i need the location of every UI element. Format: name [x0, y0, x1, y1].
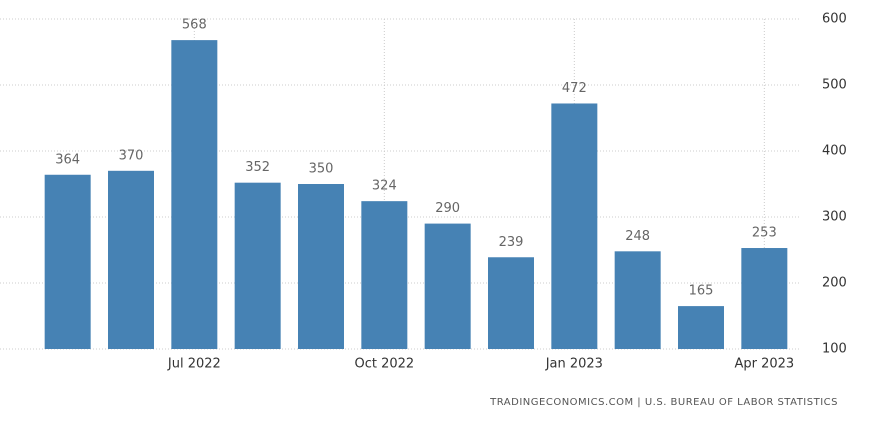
- value-label: 324: [372, 179, 397, 194]
- x-tick-label: Oct 2022: [354, 357, 414, 372]
- value-label: 568: [182, 18, 207, 33]
- bar: [551, 103, 598, 349]
- y-tick-label: 100: [822, 342, 847, 357]
- bar: [234, 182, 281, 349]
- bar: [614, 251, 661, 349]
- value-label: 472: [562, 81, 587, 96]
- bar: [171, 40, 218, 350]
- y-tick-label: 500: [822, 78, 847, 93]
- y-tick-label: 300: [822, 210, 847, 225]
- value-label: 350: [309, 162, 334, 177]
- source-note: TRADINGECONOMICS.COM | U.S. BUREAU OF LA…: [489, 397, 838, 408]
- bar: [741, 248, 788, 349]
- value-label: 248: [625, 229, 650, 244]
- x-tick-label: Apr 2023: [734, 357, 794, 372]
- x-tick-label: Jul 2022: [167, 357, 221, 372]
- value-label: 239: [499, 235, 524, 250]
- y-tick-label: 600: [822, 12, 847, 27]
- value-label: 370: [119, 148, 144, 163]
- bar: [361, 201, 408, 349]
- x-tick-label: Jan 2023: [545, 357, 603, 372]
- bar: [488, 257, 534, 349]
- value-label: 290: [435, 201, 460, 216]
- value-label: 253: [752, 226, 777, 241]
- bar: [424, 223, 471, 349]
- bar: [678, 306, 724, 349]
- bar: [108, 170, 154, 349]
- y-tick-label: 200: [822, 276, 847, 291]
- bar: [44, 174, 91, 349]
- value-label: 165: [689, 284, 714, 299]
- value-label: 352: [245, 160, 270, 175]
- bar: [298, 184, 344, 349]
- value-label: 364: [55, 152, 80, 167]
- y-tick-label: 400: [822, 144, 847, 159]
